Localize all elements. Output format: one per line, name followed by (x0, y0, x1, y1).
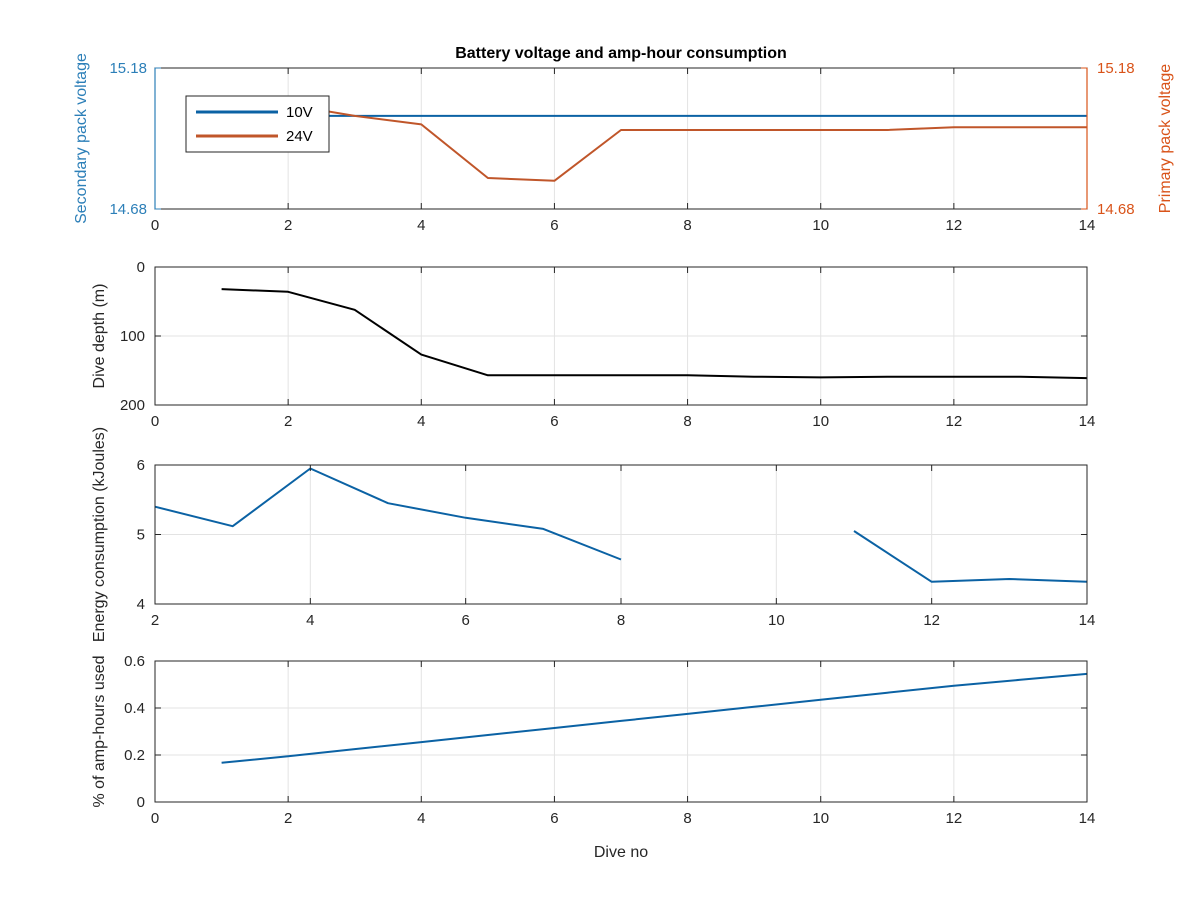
legend-box (185, 95, 330, 153)
x-tick-label: 6 (550, 413, 558, 430)
x-tick-label: 10 (812, 413, 829, 430)
legend-label: 24V (286, 128, 313, 145)
x-tick-label: 4 (417, 413, 425, 430)
x-tick-label: 8 (617, 612, 625, 629)
y-tick-label: 200 (120, 397, 145, 414)
x-tick-label: 12 (946, 217, 963, 234)
y-tick-label: 15.18 (109, 60, 147, 77)
series-line-24v (221, 103, 1087, 182)
chart-title: Battery voltage and amp-hour consumption (455, 45, 787, 62)
x-tick-label: 6 (550, 217, 558, 234)
x-tick-label: 10 (812, 217, 829, 234)
panel-2: 0 2 4 6 8 10 12 14 0 100 200 Dive depth (m) (91, 259, 1095, 430)
x-tick-label: 10 (768, 612, 785, 629)
x-tick-label: 14 (1079, 612, 1096, 629)
y-tick-label: 6 (137, 457, 145, 474)
y-tick-label: 14.68 (109, 201, 147, 218)
x-tick-label: 6 (550, 810, 558, 827)
x-tick-label: 6 (461, 612, 469, 629)
x-tick-label: 14 (1079, 217, 1096, 234)
x-tick-label: 0 (151, 413, 159, 430)
x-tick-label: 8 (683, 217, 691, 234)
x-tick-label: 14 (1079, 810, 1096, 827)
y-tick-label: 4 (137, 596, 145, 613)
legend-label: 10V (286, 104, 313, 121)
x-tick-label: 2 (284, 217, 292, 234)
series-line-2-1 (221, 288, 1088, 380)
y-tick-label: 0 (137, 794, 145, 811)
series-line-3-1 (853, 530, 1088, 583)
y-tick-label: 100 (120, 328, 145, 345)
y-tick-label: 0.6 (124, 653, 145, 670)
y-tick-label-right: 15.18 (1097, 60, 1135, 77)
x-tick-label: 4 (417, 217, 425, 234)
x-tick-label: 0 (151, 810, 159, 827)
x-tick-label: 2 (151, 612, 159, 629)
y-tick-label: 5 (137, 527, 145, 544)
x-tick-label: 2 (284, 810, 292, 827)
y-axis-label-right: Primary pack voltage (1157, 64, 1174, 213)
y-axis-label: Dive depth (m) (91, 284, 108, 389)
x-tick-label: 0 (151, 217, 159, 234)
y-tick-label: 0.4 (124, 700, 145, 717)
y-axis-label: Energy consumption (kJoules) (91, 427, 108, 642)
y-tick-label: 0 (137, 259, 145, 276)
series-line-4-1 (221, 672, 1088, 764)
y-axis-label: % of amp-hours used (91, 655, 108, 807)
x-tick-label: 4 (306, 612, 314, 629)
x-tick-label: 8 (683, 413, 691, 430)
x-tick-label: 4 (417, 810, 425, 827)
y-axis-label: Secondary pack voltage (73, 53, 90, 224)
x-tick-label: 8 (683, 810, 691, 827)
series-line-3-1 (154, 467, 622, 561)
y-tick-label: 0.2 (124, 747, 145, 764)
x-axis-label: Dive no (594, 844, 648, 861)
x-tick-label: 12 (946, 413, 963, 430)
x-tick-label: 12 (946, 810, 963, 827)
axes-box (154, 660, 1088, 803)
x-tick-label: 12 (923, 612, 940, 629)
x-tick-label: 2 (284, 413, 292, 430)
x-tick-label: 10 (812, 810, 829, 827)
panel-4: 0 2 4 6 8 10 12 14 0 0.2 0.4 0.6 % of amp-hours used… (91, 653, 1095, 861)
y-tick-label-right: 14.68 (1097, 201, 1135, 218)
x-tick-label: 14 (1079, 413, 1096, 430)
